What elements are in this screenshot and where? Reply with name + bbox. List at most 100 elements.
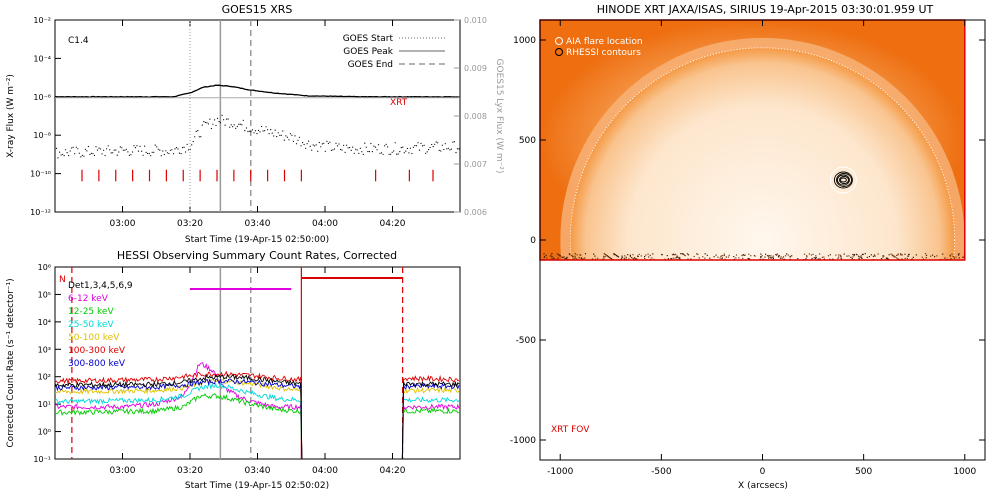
xrt-noise-pixel xyxy=(806,256,808,258)
goes-short-point xyxy=(377,144,380,146)
goes-short-point xyxy=(426,151,428,153)
xrt-noise-pixel xyxy=(772,255,774,257)
xrt-noise-pixel xyxy=(687,254,690,256)
goes-short-point xyxy=(370,142,372,145)
xrt-noise-pixel xyxy=(556,253,558,255)
hessi-x-tick-label: 04:20 xyxy=(380,466,406,476)
goes-legend-label: GOES Peak xyxy=(343,47,393,57)
goes-y-tick-label: 10⁻² xyxy=(33,16,51,25)
xrt-noise-pixel xyxy=(595,258,597,260)
xrt-noise-pixel xyxy=(637,255,639,257)
goes-short-point xyxy=(121,147,123,149)
xrt-noise-pixel xyxy=(810,254,812,256)
goes-short-point xyxy=(317,150,319,152)
xrt-noise-pixel xyxy=(908,253,910,256)
goes-short-point xyxy=(137,150,140,152)
goes-short-point xyxy=(353,152,355,154)
xrt-noise-pixel xyxy=(564,258,566,260)
xrt-noise-pixel xyxy=(664,258,666,260)
xrt-noise-pixel xyxy=(572,256,574,258)
xrt-noise-pixel xyxy=(743,254,745,256)
xrt-noise-pixel xyxy=(921,256,923,258)
xrt-noise-pixel xyxy=(693,255,695,258)
xrt-noise-pixel xyxy=(832,258,834,260)
goes-short-point xyxy=(86,150,88,152)
goes-legend-label: GOES End xyxy=(348,60,393,70)
goes-short-point xyxy=(201,124,203,126)
goes-short-point xyxy=(226,118,228,120)
hessi-legend-label: 100-300 keV xyxy=(68,346,126,356)
goes-y-tick-label: 10⁻⁶ xyxy=(33,93,51,102)
hessi-panel: HESSI Observing Summary Count Rates, Cor… xyxy=(6,249,461,491)
goes-short-point xyxy=(311,149,313,151)
goes-short-point xyxy=(441,144,443,146)
hessi-series-line xyxy=(55,373,460,459)
hessi-legend-label: 6-12 keV xyxy=(68,294,109,304)
goes-short-point xyxy=(69,150,71,152)
goes-short-point xyxy=(361,151,363,153)
rhessi-contour xyxy=(839,176,849,184)
goes-short-point xyxy=(455,152,457,154)
goes-short-point xyxy=(163,153,165,156)
xrt-noise-pixel xyxy=(957,253,960,255)
goes-short-point xyxy=(399,151,401,153)
xrt-noise-pixel xyxy=(636,258,638,260)
goes-event-markers xyxy=(189,20,252,212)
goes-short-point xyxy=(119,146,121,148)
goes-y-tick-label: 10⁻¹⁰ xyxy=(30,170,51,179)
xrt-noise-pixel xyxy=(680,253,682,255)
goes-short-point xyxy=(341,149,343,151)
xrt-noise-pixel xyxy=(684,255,686,257)
xrt-noise-pixel xyxy=(787,254,789,256)
xrt-noise-pixel xyxy=(953,257,955,259)
hessi-series-line xyxy=(55,370,460,459)
goes-short-point xyxy=(320,146,322,148)
xrt-noise-pixel xyxy=(760,253,762,255)
goes-short-point xyxy=(131,151,134,153)
goes-short-point xyxy=(188,149,190,151)
xrt-noise-pixel xyxy=(647,253,649,255)
xrt-noise-pixel xyxy=(883,255,885,257)
goes-short-point xyxy=(233,124,235,126)
xrt-noise-pixel xyxy=(638,253,640,255)
xrt-noise-pixel xyxy=(812,253,814,255)
xrt-noise-pixel xyxy=(546,257,548,259)
goes-short-point xyxy=(431,143,433,146)
goes-short-point xyxy=(118,151,120,153)
xrt-noise-pixel xyxy=(912,256,914,258)
xrt-noise-pixel xyxy=(768,257,770,259)
hessi-x-tick-label: 04:00 xyxy=(312,466,338,476)
xrt-noise-pixel xyxy=(644,255,646,258)
goes-short-point xyxy=(359,147,361,149)
xrt-noise-pixel xyxy=(784,255,787,257)
goes-short-point xyxy=(437,142,439,144)
hessi-series-line xyxy=(55,362,460,459)
xrt-noise-pixel xyxy=(674,257,676,259)
xrt-noise-pixel xyxy=(904,253,906,255)
goes-short-point xyxy=(171,149,173,151)
xrt-noise-pixel xyxy=(791,255,793,257)
xrt-noise-pixel xyxy=(806,255,808,257)
goes-short-point xyxy=(154,144,156,146)
goes-short-point xyxy=(221,114,223,116)
xrt-noise-pixel xyxy=(648,256,650,258)
goes-short-point xyxy=(440,150,442,152)
xrt-noise-pixel xyxy=(770,255,772,257)
xrt-noise-pixel xyxy=(748,258,750,260)
xrt-noise-pixel xyxy=(901,258,903,260)
xrt-y-tick-label: 0 xyxy=(530,236,536,246)
hessi-series-line xyxy=(55,393,460,459)
goes-short-point xyxy=(417,142,419,144)
xrt-noise-pixel xyxy=(675,253,677,256)
goes-short-point xyxy=(224,124,226,126)
goes-short-point xyxy=(450,148,452,150)
aia-legend-symbol xyxy=(555,37,563,45)
xrt-noise-pixel xyxy=(543,256,545,259)
xrt-noise-pixel xyxy=(606,255,609,257)
goes-short-point xyxy=(409,147,411,149)
xrt-noise-pixel xyxy=(776,253,778,255)
xrt-noise-pixel xyxy=(823,256,825,258)
goes-short-point xyxy=(274,129,276,131)
xrt-noise-pixel xyxy=(851,258,853,260)
